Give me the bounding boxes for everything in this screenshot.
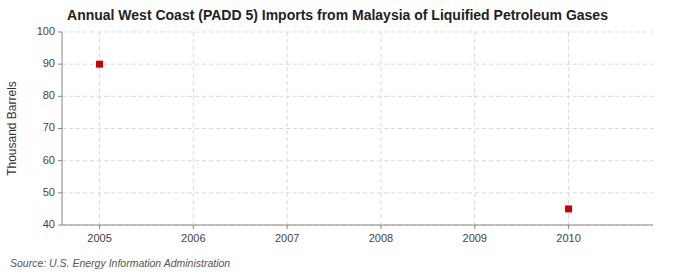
y-grid-line <box>62 160 653 161</box>
x-axis-line <box>62 225 653 226</box>
x-grid-line <box>287 32 288 225</box>
y-axis-line <box>62 32 63 225</box>
x-tick-label: 2010 <box>556 232 580 244</box>
axes: 40 50 60 70 80 90 100 2005 2006 2007 2008 2009 2010 <box>37 25 653 244</box>
y-tick <box>58 160 62 161</box>
y-tick <box>58 192 62 193</box>
y-grid-line <box>62 192 653 193</box>
y-tick <box>58 128 62 129</box>
y-grid-line <box>62 32 653 33</box>
x-grid-line <box>568 32 569 225</box>
x-tick <box>287 225 288 229</box>
x-grid-line <box>474 32 475 225</box>
y-tick-label: 60 <box>43 154 55 166</box>
y-tick-label: 50 <box>43 186 55 198</box>
x-tick <box>380 225 381 229</box>
x-tick <box>568 225 569 229</box>
y-tick <box>58 225 62 226</box>
point <box>96 61 103 68</box>
x-grid-line <box>380 32 381 225</box>
y-tick-label: 80 <box>43 89 55 101</box>
y-tick-label: 70 <box>43 121 55 133</box>
y-grid-line <box>62 225 653 226</box>
y-tick <box>58 64 62 65</box>
x-tick <box>474 225 475 229</box>
data-points <box>96 61 572 213</box>
y-tick <box>58 96 62 97</box>
x-tick-label: 2005 <box>87 232 111 244</box>
source-note: Source: U.S. Energy Information Administ… <box>10 257 230 269</box>
x-tick-label: 2007 <box>275 232 299 244</box>
x-grid-line <box>193 32 194 225</box>
y-tick-label: 100 <box>37 25 55 37</box>
chart-title: Annual West Coast (PADD 5) Imports from … <box>67 7 608 23</box>
y-axis-label: Thousand Barrels <box>5 81 19 176</box>
x-tick-label: 2009 <box>463 232 487 244</box>
y-grid-line <box>62 64 653 65</box>
point <box>565 205 572 212</box>
x-tick-label: 2006 <box>181 232 205 244</box>
chart-container: 40 50 60 70 80 90 100 2005 2006 2007 2008 2009 2010 T… <box>0 0 675 275</box>
x-tick <box>193 225 194 229</box>
y-tick <box>58 32 62 33</box>
x-tick <box>99 225 100 229</box>
x-tick-label: 2008 <box>369 232 393 244</box>
chart-svg: 40 50 60 70 80 90 100 2005 2006 2007 2008 2009 2010 T… <box>0 0 675 275</box>
grid <box>62 32 653 225</box>
y-grid-line <box>62 128 653 129</box>
y-tick-label: 40 <box>43 218 55 230</box>
y-grid-line <box>62 96 653 97</box>
y-tick-label: 90 <box>43 57 55 69</box>
